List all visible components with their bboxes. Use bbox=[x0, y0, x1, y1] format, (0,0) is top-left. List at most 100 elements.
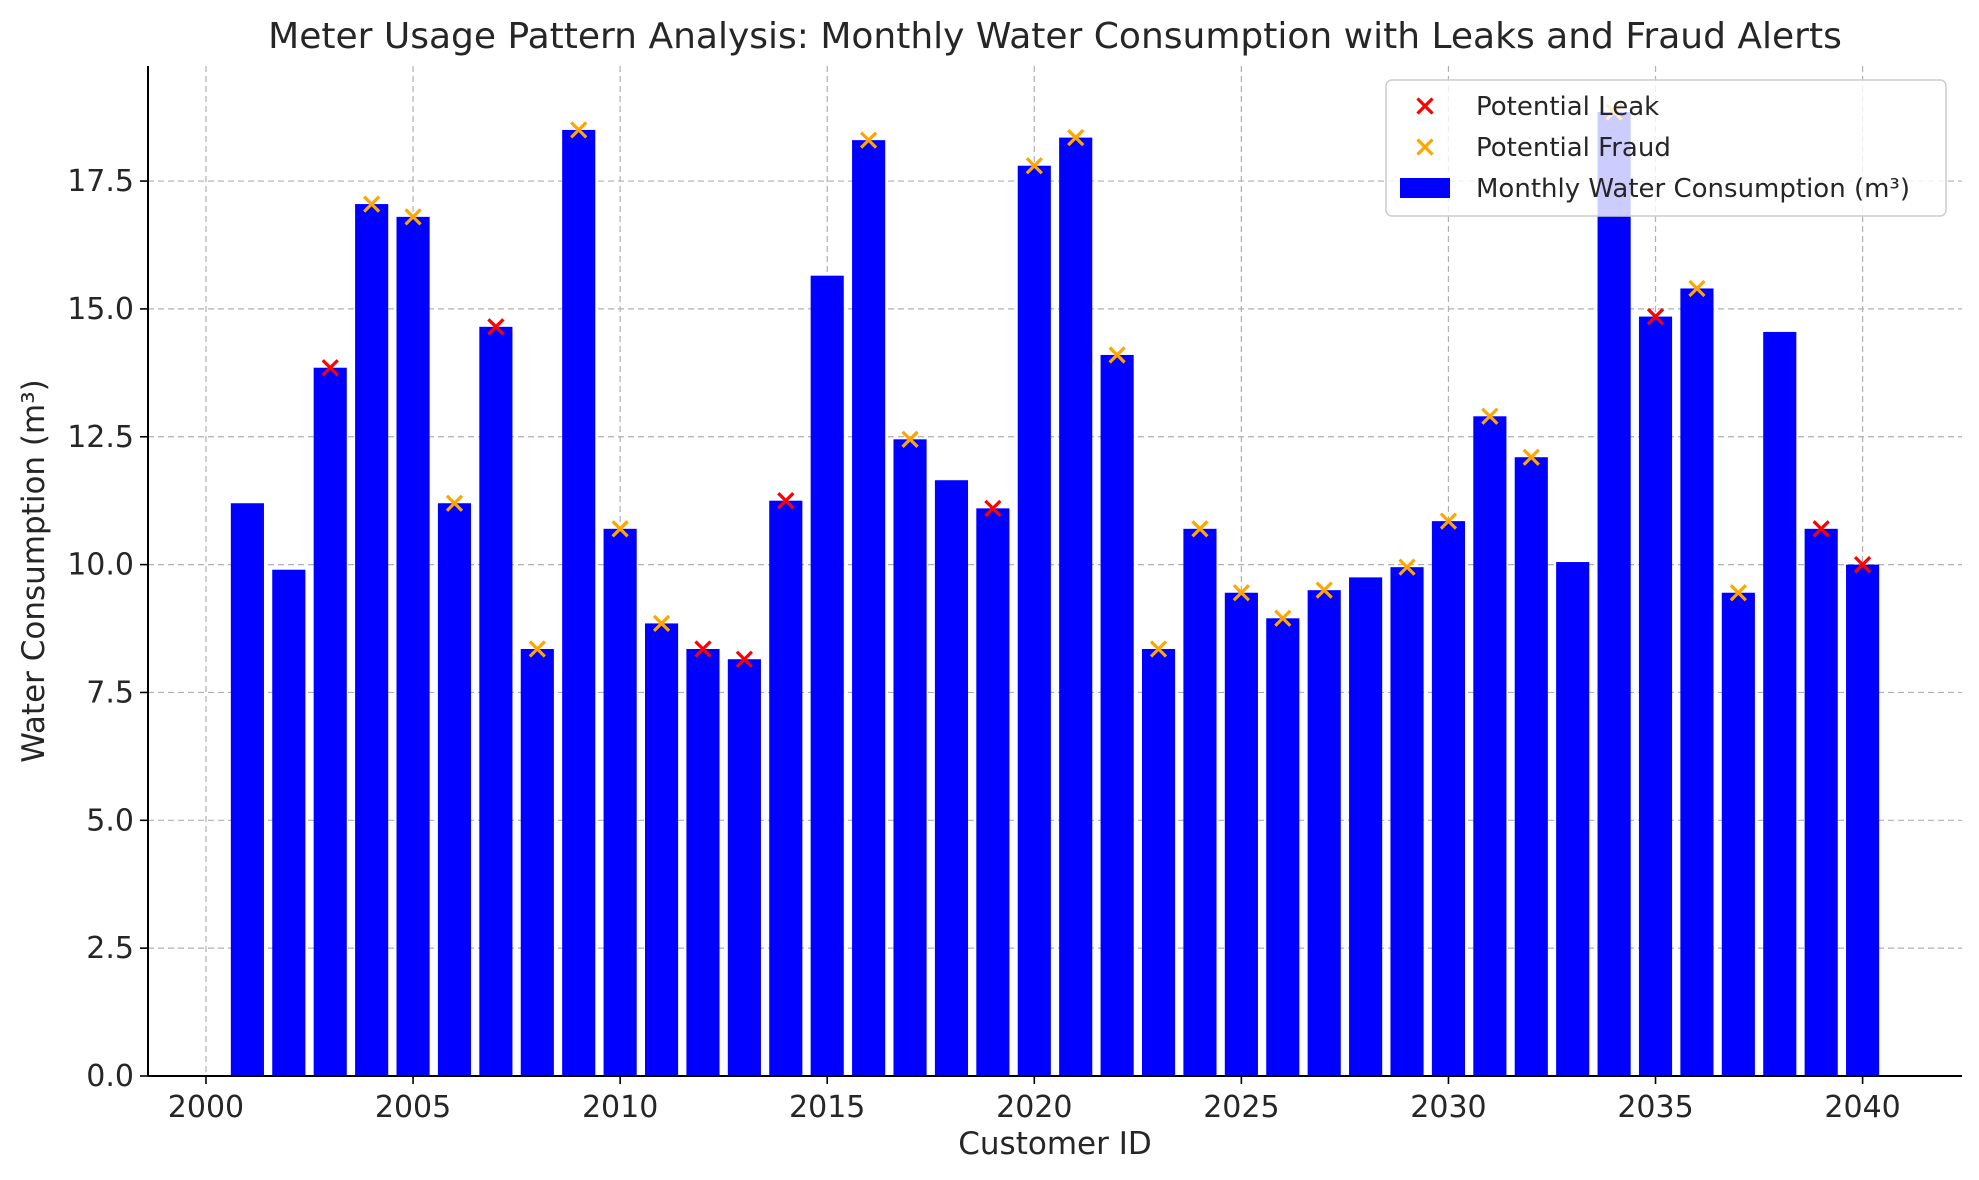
potential-fraud-marker bbox=[1729, 584, 1747, 602]
legend-entry: Monthly Water Consumption (m³) bbox=[1400, 174, 1910, 204]
marker-stroke bbox=[1067, 128, 1085, 147]
marker-stroke bbox=[1416, 97, 1434, 115]
bar bbox=[1183, 528, 1217, 1076]
potential-fraud-marker bbox=[859, 131, 878, 149]
x-tick-label: 2020 bbox=[996, 1090, 1072, 1125]
marker-stroke bbox=[404, 208, 422, 226]
x-tick-label: 2010 bbox=[582, 1090, 658, 1125]
bar bbox=[893, 439, 927, 1076]
bar bbox=[1721, 592, 1755, 1076]
y-tick-label: 15.0 bbox=[67, 292, 134, 327]
bar bbox=[1638, 316, 1673, 1076]
marker-stroke bbox=[901, 430, 919, 448]
legend: Potential Leak Potential Fraud Monthly Wat… bbox=[1385, 79, 1947, 217]
potential-fraud-marker bbox=[1025, 157, 1043, 175]
legend-box bbox=[1385, 79, 1947, 217]
potential-fraud-marker bbox=[570, 121, 588, 139]
potential-fraud-marker bbox=[1232, 584, 1251, 602]
marker-stroke bbox=[363, 195, 381, 213]
potential-fraud-marker bbox=[901, 430, 919, 448]
bar bbox=[727, 659, 761, 1076]
potential-fraud-marker bbox=[1067, 128, 1085, 147]
bar bbox=[272, 569, 306, 1076]
x-tick-label: 2030 bbox=[1410, 1090, 1486, 1125]
bar bbox=[1680, 288, 1714, 1076]
potential-fraud-marker bbox=[1315, 581, 1333, 599]
marker-stroke bbox=[1315, 581, 1333, 599]
marker-stroke bbox=[1274, 609, 1292, 627]
x-tick-label: 2040 bbox=[1824, 1090, 1900, 1125]
y-tick-label: 10.0 bbox=[67, 548, 134, 583]
potential-fraud-marker bbox=[1398, 558, 1416, 576]
potential-leak-marker bbox=[777, 492, 795, 510]
marker-stroke bbox=[1108, 346, 1126, 364]
potential-fraud-marker bbox=[1522, 448, 1540, 466]
marker-stroke bbox=[652, 614, 671, 633]
marker-stroke bbox=[611, 520, 629, 538]
potential-fraud-marker bbox=[404, 208, 422, 226]
marker-stroke bbox=[1191, 520, 1209, 538]
bar bbox=[1141, 648, 1176, 1076]
bar bbox=[396, 216, 430, 1076]
marker-stroke bbox=[777, 492, 795, 510]
marker-stroke bbox=[1149, 640, 1168, 658]
potential-leak-marker bbox=[694, 640, 712, 658]
potential-fraud-marker bbox=[1481, 407, 1499, 425]
marker-stroke bbox=[1522, 448, 1540, 466]
bar bbox=[852, 140, 886, 1076]
bar bbox=[686, 648, 720, 1076]
potential-fraud-marker bbox=[1439, 512, 1458, 530]
bar bbox=[1349, 577, 1383, 1076]
marker-stroke bbox=[1688, 279, 1706, 298]
marker-stroke bbox=[859, 131, 878, 149]
y-tick-label: 17.5 bbox=[67, 164, 134, 199]
legend-x-icon bbox=[1416, 138, 1434, 156]
bar bbox=[313, 367, 347, 1076]
bar bbox=[1224, 592, 1258, 1076]
marker-stroke bbox=[1646, 307, 1665, 326]
legend-label: Potential Leak bbox=[1476, 92, 1659, 122]
bar bbox=[1597, 112, 1631, 1076]
potential-fraud-marker bbox=[611, 520, 629, 538]
bars bbox=[230, 112, 1880, 1077]
potential-fraud-marker bbox=[1274, 609, 1292, 627]
potential-leak-marker bbox=[321, 359, 339, 377]
bar bbox=[644, 623, 679, 1076]
potential-fraud-marker bbox=[1688, 279, 1706, 298]
bar bbox=[769, 500, 803, 1076]
bar bbox=[1431, 521, 1466, 1076]
bar bbox=[1307, 590, 1341, 1076]
marker-stroke bbox=[528, 640, 546, 658]
bar bbox=[810, 275, 844, 1076]
x-tick-label: 2035 bbox=[1617, 1090, 1693, 1125]
bar bbox=[1017, 165, 1051, 1077]
x-tick-label: 2005 bbox=[375, 1090, 451, 1125]
y-tick-label: 12.5 bbox=[67, 420, 134, 455]
bar bbox=[1390, 567, 1424, 1076]
potential-leak-marker bbox=[487, 318, 505, 336]
bar bbox=[479, 326, 513, 1076]
x-tick-label: 2015 bbox=[789, 1090, 865, 1125]
y-tick-label: 2.5 bbox=[86, 931, 134, 966]
bar bbox=[1473, 416, 1507, 1076]
marker-stroke bbox=[1853, 555, 1872, 574]
bar bbox=[934, 480, 969, 1076]
legend-bar-swatch bbox=[1400, 178, 1450, 198]
markers bbox=[321, 103, 1872, 668]
marker-stroke bbox=[1481, 407, 1499, 425]
y-axis-ticks: 0.0 2.5 5.0 7.5 10.0 12.5 15.0 17.5 bbox=[67, 164, 148, 1094]
bar bbox=[1100, 354, 1134, 1076]
potential-fraud-marker bbox=[652, 614, 671, 633]
axes bbox=[147, 66, 1962, 1077]
bar bbox=[437, 503, 472, 1077]
marker-stroke bbox=[1812, 520, 1830, 538]
y-tick-label: 7.5 bbox=[86, 675, 134, 710]
bar bbox=[1266, 618, 1300, 1076]
potential-leak-marker bbox=[1646, 307, 1665, 326]
marker-stroke bbox=[1439, 512, 1458, 530]
potential-fraud-marker bbox=[528, 640, 546, 658]
potential-leak-marker bbox=[1853, 555, 1872, 574]
bar bbox=[520, 648, 554, 1076]
bar bbox=[1059, 137, 1093, 1076]
